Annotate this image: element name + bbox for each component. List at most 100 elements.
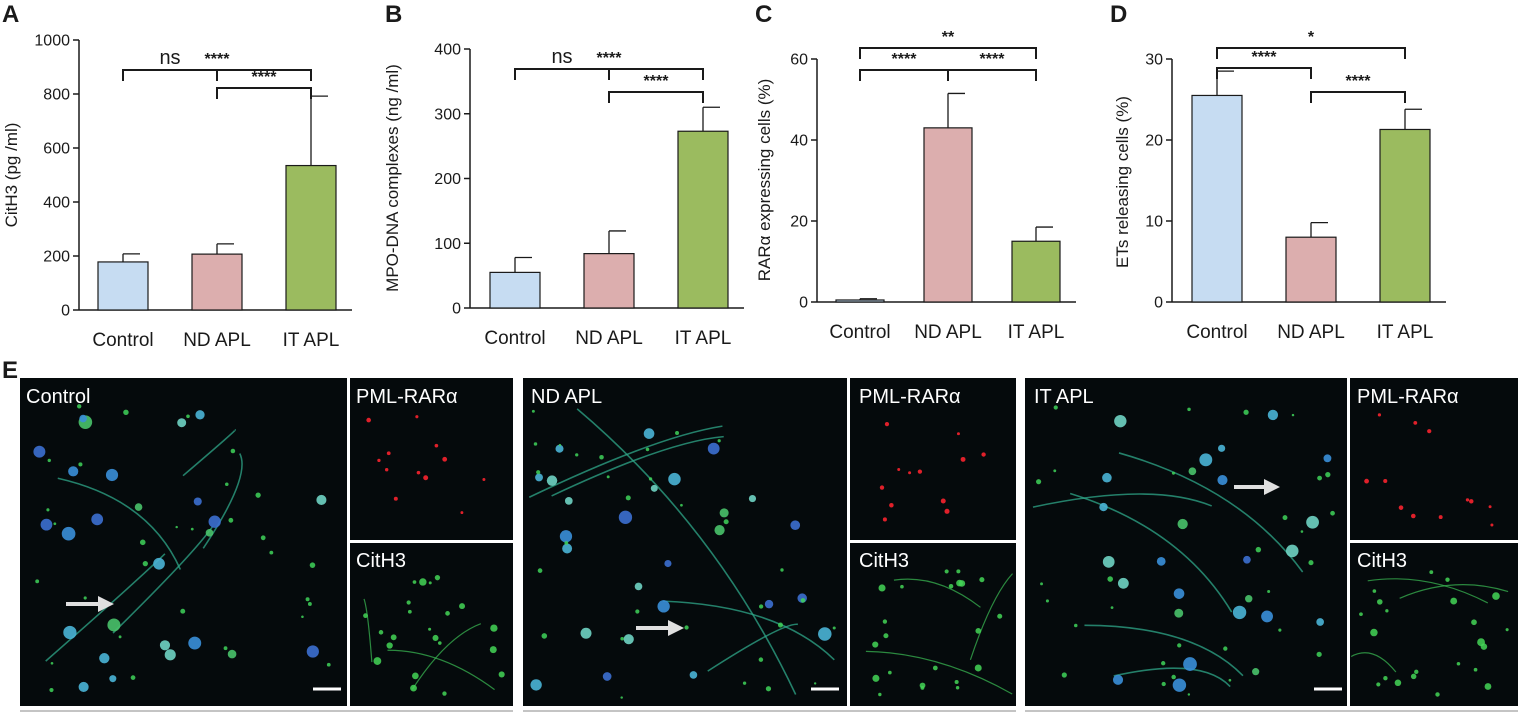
extracellular-trap-fiber — [663, 600, 835, 661]
micrograph-label-pml-rara-control: PML-RARα — [356, 386, 458, 408]
cell — [559, 530, 573, 543]
cell — [1306, 515, 1319, 529]
extracellular-trap-fiber — [1032, 493, 1213, 508]
cell-markers-control — [33, 404, 505, 696]
cith3-signal — [412, 580, 417, 584]
green-debris — [1223, 646, 1228, 651]
green-debris — [309, 562, 316, 568]
green-debris — [78, 462, 83, 467]
cith3-signal — [878, 692, 882, 697]
pml-rara-signal — [1427, 429, 1432, 434]
panel-b-label: B — [385, 1, 402, 28]
pml-rara-micrograph-it-apl — [1350, 378, 1518, 540]
green-debris — [1291, 413, 1295, 417]
green-debris — [1187, 407, 1191, 412]
cell — [78, 681, 89, 692]
green-debris — [648, 477, 653, 481]
panel-a-category-label: ND APL — [183, 330, 251, 351]
green-debris — [1171, 471, 1176, 475]
green-debris — [1187, 693, 1191, 696]
panel-a-significance-label: **** — [252, 69, 278, 86]
green-debris — [326, 662, 331, 667]
green-debris — [123, 409, 129, 416]
cell — [1177, 518, 1188, 530]
panel-c-y-tick-label: 20 — [790, 214, 808, 231]
cell — [546, 475, 558, 486]
green-debris — [533, 442, 538, 446]
green-debris — [1045, 599, 1049, 603]
green-debris — [1308, 560, 1314, 566]
panel-a-y-tick-label: 600 — [43, 141, 70, 158]
cell — [1183, 657, 1197, 671]
cell — [153, 557, 165, 570]
panel-d-label: D — [1110, 1, 1127, 28]
panel-d-y-tick-label: 30 — [1145, 52, 1163, 69]
pml-rara-signal — [1488, 505, 1492, 509]
pml-rara-signal — [882, 517, 887, 522]
cith3-signal — [932, 665, 938, 671]
cell — [1117, 577, 1129, 589]
cell — [1102, 472, 1112, 483]
panel-a-significance-bracket — [122, 69, 218, 81]
cith3-signal — [1445, 577, 1450, 582]
cith3-signal — [974, 664, 982, 672]
green-debris — [606, 475, 610, 479]
pml-rara-micrograph-nd-apl — [850, 378, 1016, 540]
pml-rara-signal — [944, 508, 950, 514]
panel-a-category-label: Control — [92, 330, 153, 351]
green-debris — [717, 439, 721, 443]
green-debris — [1177, 643, 1182, 648]
micrograph-label-pml-rara-it-apl: PML-RARα — [1357, 386, 1459, 408]
cith3-signal — [1505, 628, 1509, 632]
green-debris — [1040, 582, 1043, 586]
cith3-signal — [872, 674, 880, 682]
pml-rara-signal — [1411, 513, 1416, 519]
cell — [1102, 555, 1115, 568]
panel-b-bar — [677, 130, 729, 309]
panel-c-category-label: IT APL — [1008, 322, 1065, 343]
green-debris — [1316, 651, 1322, 657]
cell — [530, 679, 542, 691]
cell — [707, 442, 720, 455]
panel-a-y-tick-label: 0 — [61, 303, 70, 320]
pml-rara-signal — [442, 456, 448, 462]
cell — [1099, 502, 1108, 512]
green-debris — [1036, 479, 1042, 485]
cell — [99, 653, 110, 664]
cell — [1172, 678, 1187, 692]
pml-rara-signal — [377, 458, 381, 463]
panel-b-significance-bracket — [514, 68, 610, 80]
green-debris — [1061, 672, 1067, 678]
cell — [109, 675, 117, 683]
cith3-signal — [373, 657, 382, 665]
cell — [61, 526, 76, 541]
panel-a-y-tick-label: 400 — [43, 195, 70, 212]
cell — [790, 520, 801, 531]
green-debris — [255, 492, 261, 498]
panel-e-label: E — [2, 357, 18, 384]
cith3-signal — [1385, 609, 1389, 613]
cell — [1245, 595, 1253, 603]
cell — [68, 466, 79, 477]
cith3-signal — [428, 581, 432, 585]
pml-rara-signal — [434, 443, 439, 448]
cith3-signal — [432, 634, 439, 641]
cell — [1173, 588, 1185, 599]
panel-a-y-tick-label: 800 — [43, 87, 70, 104]
panel-b-significance-label: **** — [644, 73, 670, 90]
panel-d-y-tick-label: 0 — [1154, 295, 1163, 312]
green-debris — [228, 517, 234, 523]
cith3-signal — [948, 583, 954, 589]
cell — [580, 627, 592, 639]
micrograph-label-it-apl: IT APL — [1034, 386, 1094, 408]
green-debris — [305, 597, 310, 602]
cith3-signal — [406, 600, 411, 605]
green-debris — [46, 508, 50, 512]
cell — [748, 494, 757, 503]
pml-rara-signal — [386, 451, 391, 456]
green-debris — [118, 635, 122, 639]
panel-c-label: C — [755, 1, 772, 28]
panel-d-significance-label: **** — [1252, 49, 1278, 66]
panel-b-significance-label: ns — [551, 46, 572, 68]
panel-b-bar — [489, 271, 541, 309]
